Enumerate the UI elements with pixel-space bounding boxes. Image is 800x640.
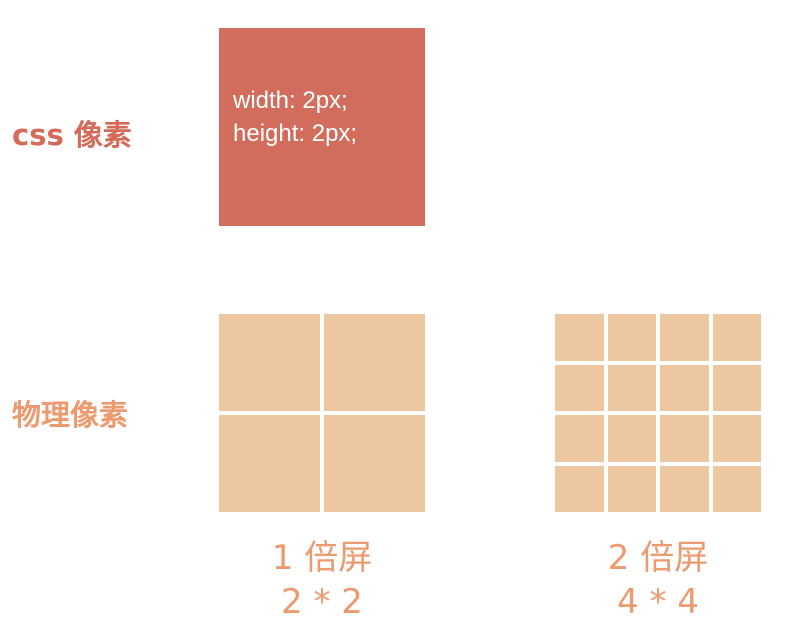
physical-pixel-cell (607, 314, 656, 361)
caption-1x-dims: 2 * 2 (281, 582, 363, 622)
physical-pixel-cell (555, 314, 604, 361)
physical-pixel-cell (324, 415, 425, 512)
physical-pixel-cell (219, 415, 320, 512)
physical-pixel-cell (555, 364, 604, 411)
physical-pixel-cell (660, 364, 709, 411)
caption-1x: 1 倍屏 2 * 2 (219, 536, 425, 624)
caption-2x-title: 2 倍屏 (607, 538, 709, 578)
physical-pixel-cell (555, 415, 604, 462)
css-pixel-label: css 像素 (12, 118, 132, 152)
physical-pixel-cell (660, 465, 709, 512)
physical-pixel-cell (324, 314, 425, 411)
caption-2x: 2 倍屏 4 * 4 (555, 536, 761, 624)
css-height-line: height: 2px; (233, 120, 358, 147)
physical-pixel-cell (555, 465, 604, 512)
physical-pixel-cell (607, 364, 656, 411)
physical-pixel-label: 物理像素 (12, 398, 129, 432)
css-box-text: width: 2px; height: 2px; (233, 84, 357, 150)
physical-pixel-grid-2x (555, 314, 761, 512)
physical-pixel-cell (712, 364, 761, 411)
css-width-line: width: 2px; (233, 87, 348, 114)
physical-pixel-cell (712, 415, 761, 462)
physical-pixel-cell (712, 465, 761, 512)
caption-1x-title: 1 倍屏 (271, 538, 373, 578)
physical-pixel-cell (219, 314, 320, 411)
physical-pixel-cell (712, 314, 761, 361)
css-pixel-box: width: 2px; height: 2px; (219, 28, 425, 226)
physical-pixel-grid-1x (219, 314, 425, 512)
physical-pixel-cell (660, 314, 709, 361)
physical-pixel-cell (607, 415, 656, 462)
physical-pixel-cell (607, 465, 656, 512)
physical-pixel-cell (660, 415, 709, 462)
caption-2x-dims: 4 * 4 (617, 582, 699, 622)
